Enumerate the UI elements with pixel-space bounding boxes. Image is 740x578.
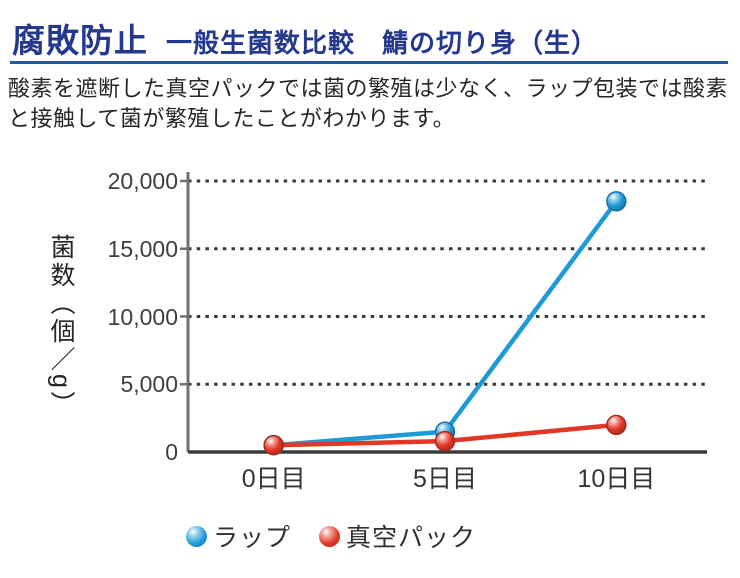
legend-label: 真空パック bbox=[346, 524, 477, 552]
line-chart bbox=[180, 172, 707, 456]
legend: ラップ 真空パック bbox=[186, 518, 476, 554]
data-point-marker bbox=[434, 430, 456, 452]
y-tick-label: 0 bbox=[165, 439, 178, 465]
y-tick-label: 20,000 bbox=[107, 168, 178, 194]
x-axis-label: 10日目 bbox=[577, 465, 656, 493]
y-axis-label: 菌数（個／g） bbox=[47, 234, 75, 419]
data-point-marker bbox=[263, 435, 284, 456]
legend-marker-icon bbox=[186, 525, 207, 547]
y-tick-label: 5,000 bbox=[120, 371, 178, 398]
legend-marker-icon bbox=[319, 525, 341, 547]
data-point-marker bbox=[606, 414, 627, 436]
legend-label: ラップ bbox=[213, 524, 292, 552]
x-axis-label: 0日目 bbox=[241, 465, 306, 493]
series-line bbox=[271, 199, 619, 448]
data-point-marker bbox=[606, 191, 627, 212]
y-tick-label: 15,000 bbox=[107, 235, 178, 262]
page-title-main: 腐敗防止 bbox=[12, 22, 148, 59]
legend-item: ラップ bbox=[186, 518, 291, 554]
y-tick-label: 10,000 bbox=[107, 303, 178, 330]
title-underline bbox=[10, 61, 728, 64]
page-title: 腐敗防止 一般生菌数比較 鯖の切り身（生） bbox=[12, 14, 598, 62]
legend-item: 真空パック bbox=[319, 518, 476, 554]
x-axis-label: 5日目 bbox=[413, 465, 477, 493]
page-title-sub: 一般生菌数比較 鯖の切り身（生） bbox=[166, 28, 599, 58]
description-text: 酸素を遮断した真空パックでは菌の繁殖は少なく、ラップ包装では酸素と接触して菌が繁… bbox=[8, 76, 729, 131]
